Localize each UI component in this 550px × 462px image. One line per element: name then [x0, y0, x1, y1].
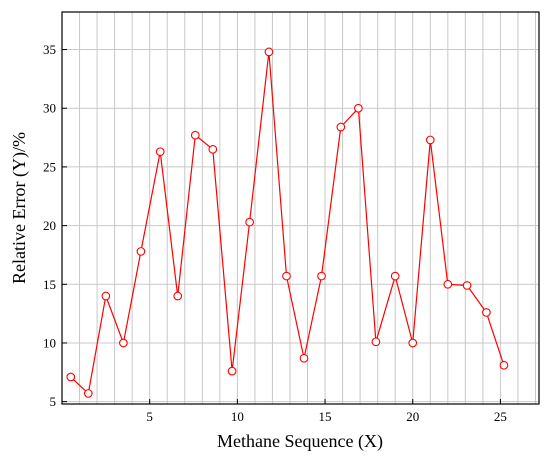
data-point: [101, 291, 111, 301]
data-point: [119, 338, 128, 348]
x-tick-label: 15: [319, 409, 332, 424]
x-tick-label: 25: [494, 409, 507, 424]
data-point: [317, 271, 326, 281]
y-tick-label: 25: [43, 159, 56, 174]
data-point: [245, 217, 254, 227]
data-point: [408, 338, 418, 348]
data-point: [227, 366, 237, 376]
y-tick-label: 5: [50, 394, 57, 409]
data-point: [173, 291, 183, 301]
data-series: [66, 47, 509, 398]
x-tick-label: 20: [406, 409, 419, 424]
data-point: [66, 372, 76, 382]
data-point: [336, 122, 346, 132]
data-point: [443, 279, 453, 289]
data-point: [390, 271, 400, 281]
x-tick-label: 5: [146, 409, 153, 424]
data-point: [208, 144, 218, 154]
grid: [62, 12, 539, 404]
plot-frame: [61, 11, 540, 405]
data-point: [83, 389, 93, 398]
axis-ticks: 5 10 15 20 25 5 10 15 20 25 30 35: [43, 42, 507, 424]
y-tick-label: 20: [43, 218, 56, 233]
x-axis-title: Methane Sequence (X): [217, 431, 383, 452]
data-point: [499, 360, 509, 370]
y-axis-title: Relative Error (Y)/%: [9, 132, 30, 284]
data-point: [425, 135, 435, 145]
y-tick-label: 30: [43, 101, 56, 116]
data-point: [462, 281, 472, 290]
data-point: [136, 247, 146, 256]
data-point: [264, 47, 274, 57]
data-point: [354, 103, 363, 113]
y-tick-label: 15: [43, 277, 56, 292]
series-line: [70, 51, 505, 395]
x-tick-label: 10: [231, 409, 244, 424]
data-point: [482, 308, 491, 317]
data-point: [190, 130, 200, 140]
data-point: [299, 353, 309, 363]
y-tick-label: 35: [43, 42, 56, 57]
y-tick-label: 10: [43, 335, 56, 350]
data-point: [155, 147, 165, 157]
data-point: [371, 337, 381, 347]
data-point: [282, 271, 291, 281]
